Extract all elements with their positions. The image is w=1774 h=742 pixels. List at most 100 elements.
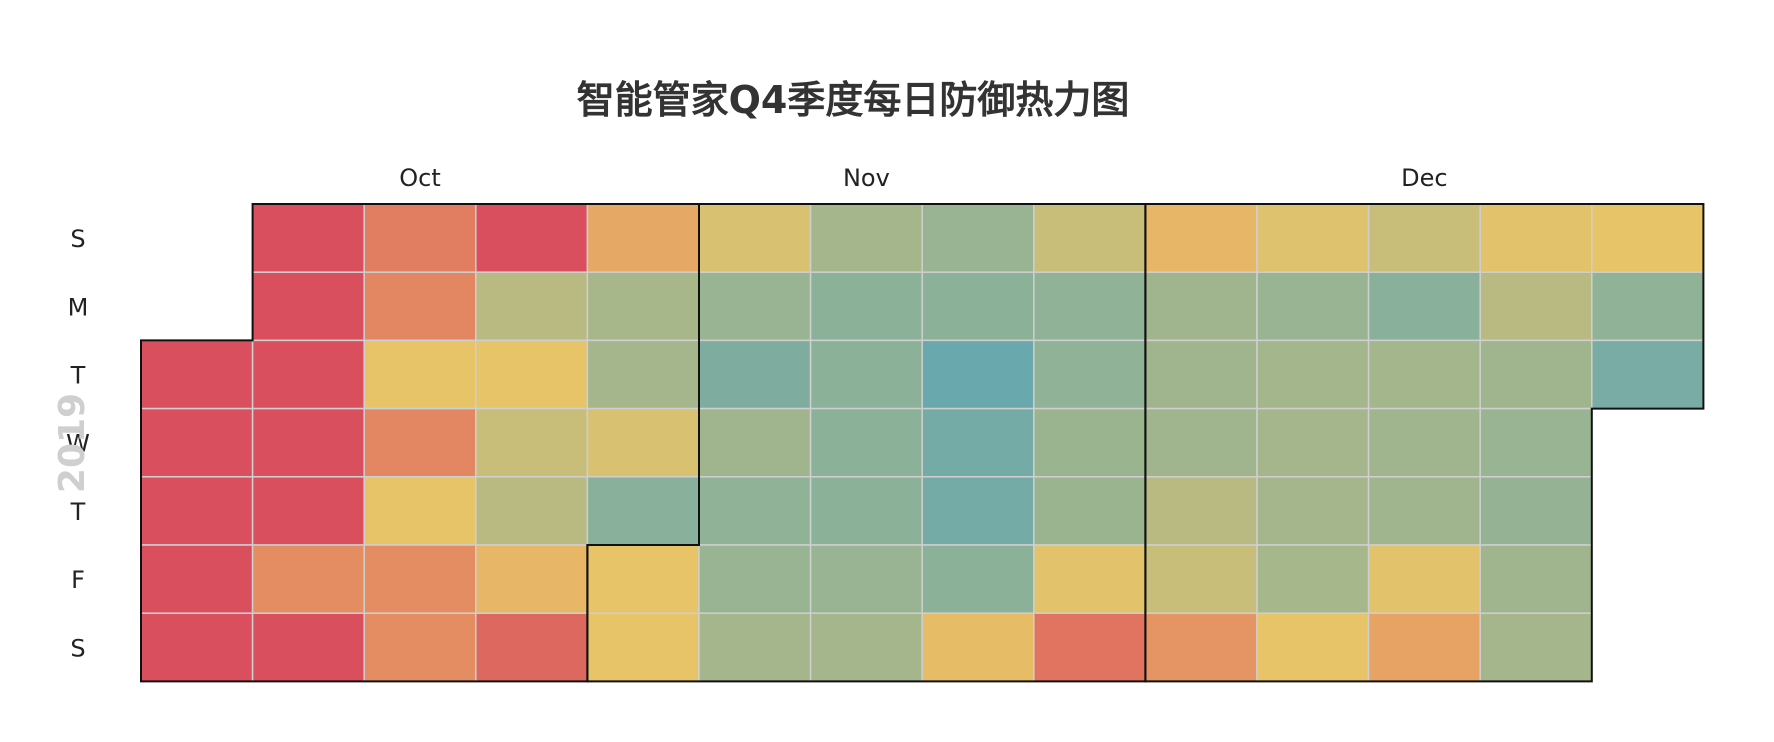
heatmap-cell bbox=[475, 476, 589, 546]
heatmap-cell bbox=[1033, 476, 1147, 546]
heatmap-cell bbox=[1033, 339, 1147, 410]
heatmap-cell bbox=[140, 544, 254, 614]
day-label: T bbox=[70, 498, 86, 526]
heatmap-cell bbox=[1144, 271, 1258, 342]
heatmap-cell bbox=[586, 339, 700, 410]
heatmap-cell bbox=[1033, 407, 1147, 478]
heatmap-cell bbox=[251, 407, 365, 478]
heatmap-cell bbox=[1479, 476, 1593, 546]
heatmap-cell bbox=[586, 271, 700, 342]
month-label: Dec bbox=[1401, 164, 1447, 192]
heatmap-cell bbox=[363, 476, 477, 546]
heatmap-cell bbox=[1144, 612, 1258, 683]
heatmap-cell bbox=[921, 203, 1035, 273]
heatmap-cell bbox=[809, 407, 923, 478]
day-label: S bbox=[70, 225, 85, 253]
heatmap-cell bbox=[698, 339, 812, 410]
heatmap-cell bbox=[586, 612, 700, 683]
heatmap-cell bbox=[809, 339, 923, 410]
heatmap-cell bbox=[1033, 612, 1147, 683]
heatmap-cell bbox=[921, 476, 1035, 546]
heatmap-cell bbox=[1144, 544, 1258, 614]
heatmap-cell bbox=[363, 339, 477, 410]
heatmap-cell bbox=[921, 612, 1035, 683]
day-label: W bbox=[66, 430, 90, 458]
heatmap-cell bbox=[698, 476, 812, 546]
day-label: S bbox=[70, 634, 85, 662]
heatmap-cell bbox=[698, 271, 812, 342]
heatmap-cell bbox=[1033, 203, 1147, 273]
heatmap-cell bbox=[809, 203, 923, 273]
day-label: F bbox=[71, 566, 85, 594]
heatmap-cell bbox=[140, 407, 254, 478]
heatmap-cell bbox=[809, 612, 923, 683]
heatmap-cells bbox=[140, 203, 1705, 683]
day-label: M bbox=[68, 293, 89, 321]
heatmap-cell bbox=[251, 476, 365, 546]
month-label: Oct bbox=[399, 164, 441, 192]
heatmap-cell bbox=[363, 271, 477, 342]
heatmap-cell bbox=[586, 203, 700, 273]
heatmap-cell bbox=[1144, 203, 1258, 273]
heatmap-cell bbox=[1256, 203, 1370, 273]
heatmap-cell bbox=[1367, 339, 1481, 410]
heatmap-cell bbox=[1591, 203, 1705, 273]
heatmap-cell bbox=[1591, 339, 1705, 410]
year-label: 2019 bbox=[52, 393, 93, 493]
heatmap-cell bbox=[140, 476, 254, 546]
month-border-dec bbox=[1144, 203, 1705, 683]
heatmap-cell bbox=[1256, 612, 1370, 683]
heatmap-cell bbox=[1479, 407, 1593, 478]
heatmap-cell bbox=[1479, 271, 1593, 342]
heatmap-cell bbox=[475, 271, 589, 342]
heatmap-cell bbox=[251, 203, 365, 273]
heatmap-cell bbox=[921, 271, 1035, 342]
heatmap-cell bbox=[698, 612, 812, 683]
heatmap-cell bbox=[475, 203, 589, 273]
day-label: T bbox=[70, 362, 86, 390]
heatmap-cell bbox=[809, 476, 923, 546]
heatmap-cell bbox=[251, 271, 365, 342]
heatmap-cell bbox=[251, 612, 365, 683]
heatmap-cell bbox=[251, 339, 365, 410]
heatmap-cell bbox=[921, 339, 1035, 410]
heatmap-cell bbox=[586, 407, 700, 478]
heatmap-cell bbox=[475, 407, 589, 478]
heatmap-cell bbox=[921, 544, 1035, 614]
heatmap-cell bbox=[1033, 271, 1147, 342]
heatmap-cell bbox=[1256, 544, 1370, 614]
heatmap-cell bbox=[1367, 544, 1481, 614]
heatmap-cell bbox=[698, 544, 812, 614]
heatmap-cell bbox=[1256, 407, 1370, 478]
heatmap-cell bbox=[140, 339, 254, 410]
heatmap-cell bbox=[475, 339, 589, 410]
heatmap-cell bbox=[475, 612, 589, 683]
heatmap-cell bbox=[1591, 271, 1705, 342]
heatmap-cell bbox=[1144, 339, 1258, 410]
heatmap-cell bbox=[1367, 407, 1481, 478]
heatmap-cell bbox=[1144, 407, 1258, 478]
heatmap-cell bbox=[809, 271, 923, 342]
heatmap-cell bbox=[363, 203, 477, 273]
month-borders bbox=[140, 203, 1705, 683]
heatmap-cell bbox=[1367, 612, 1481, 683]
heatmap-cell bbox=[363, 544, 477, 614]
heatmap-cell bbox=[140, 612, 254, 683]
day-of-week-labels: S M T W T F S bbox=[66, 225, 90, 662]
heatmap-cell bbox=[251, 544, 365, 614]
heatmap-cell bbox=[1256, 339, 1370, 410]
heatmap-cell bbox=[698, 203, 812, 273]
heatmap-cell bbox=[475, 544, 589, 614]
heatmap-cell bbox=[363, 612, 477, 683]
heatmap-cell bbox=[1479, 339, 1593, 410]
heatmap-cell bbox=[1479, 612, 1593, 683]
heatmap-cell bbox=[1479, 203, 1593, 273]
heatmap-cell bbox=[809, 544, 923, 614]
heatmap-cell bbox=[1367, 476, 1481, 546]
heatmap-cell bbox=[1367, 203, 1481, 273]
heatmap-cell bbox=[1479, 544, 1593, 614]
heatmap-cell bbox=[586, 544, 700, 614]
heatmap-cell bbox=[1033, 544, 1147, 614]
chart-title: 智能管家Q4季度每日防御热力图 bbox=[577, 78, 1130, 122]
